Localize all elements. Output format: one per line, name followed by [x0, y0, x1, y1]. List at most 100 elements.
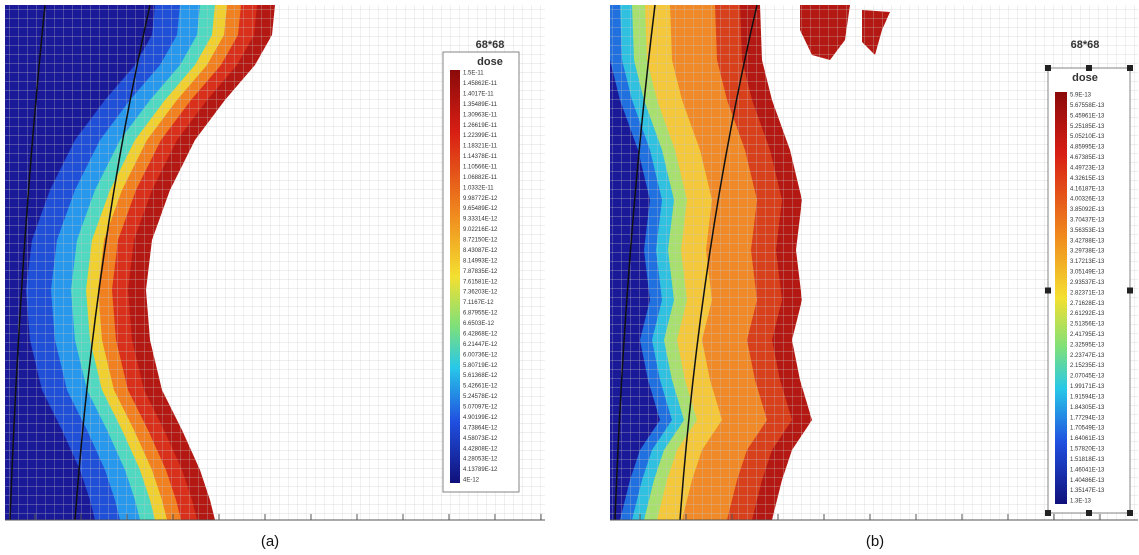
- legend-label: 3.17213E-13: [1070, 259, 1105, 265]
- legend-label: 1.77294E-13: [1070, 415, 1105, 421]
- legend-label: 5.07097E-12: [463, 405, 498, 411]
- legend-label: 5.25185E-13: [1070, 124, 1105, 130]
- grid-title: 68*68: [1071, 39, 1100, 51]
- legend-label: 5.05210E-13: [1070, 134, 1105, 140]
- color-bar: [1055, 92, 1067, 504]
- panel: 68*68 dose 5.9E-13 5.67558E-13 5.45961E-13 5.…: [610, 4, 1138, 550]
- legend-label: 1.64061E-13: [1070, 436, 1105, 442]
- legend-label: 3.29738E-13: [1070, 249, 1105, 255]
- selection-handle: [1045, 510, 1051, 516]
- legend-label: 1.46041E-13: [1070, 467, 1105, 473]
- legend-label: 4.90199E-12: [463, 415, 498, 421]
- legend-label: 5.61368E-12: [463, 373, 498, 379]
- legend-label: 3.56353E-13: [1070, 228, 1105, 234]
- legend-label: 6.6503E-12: [463, 321, 495, 327]
- legend-label: 2.41795E-13: [1070, 332, 1105, 338]
- legend-label: 1.70549E-13: [1070, 426, 1105, 432]
- legend-label: 9.65489E-12: [463, 206, 498, 212]
- panel-caption: (b): [866, 533, 884, 550]
- legend-label: 3.05149E-13: [1070, 270, 1105, 276]
- legend-label: 9.98772E-12: [463, 196, 498, 202]
- legend-label: 1.51818E-13: [1070, 457, 1105, 463]
- legend-label: 4.67385E-13: [1070, 155, 1105, 161]
- legend-label: 4.49723E-13: [1070, 165, 1105, 171]
- legend-label: 9.33314E-12: [463, 217, 498, 223]
- legend-label: 3.85092E-13: [1070, 207, 1105, 213]
- panel: 68*68 dose 1.5E-11 1.45862E-11 1.4017E-11 1.3…: [5, 4, 545, 550]
- legend-title: dose: [477, 56, 503, 68]
- legend-label: 4E-12: [463, 478, 480, 484]
- legend-label: 8.72150E-12: [463, 238, 498, 244]
- boundary-curve: [74, 4, 151, 521]
- boundary-curve: [9, 4, 46, 521]
- legend-label: 5.67558E-13: [1070, 103, 1105, 109]
- legend-label: 5.45961E-13: [1070, 113, 1105, 119]
- legend-label: 4.28053E-12: [463, 457, 498, 463]
- selection-handle: [1127, 287, 1133, 294]
- legend-label: 1.22399E-11: [463, 133, 498, 139]
- selection-handle: [1127, 65, 1133, 71]
- legend-label: 1.14378E-11: [463, 154, 498, 160]
- legend-label: 1.5E-11: [463, 71, 484, 77]
- legend-label: 3.42788E-13: [1070, 238, 1105, 244]
- legend-label: 1.0332E-11: [463, 185, 494, 191]
- legend-label: 7.36203E-12: [463, 290, 498, 296]
- legend-label: 4.85995E-13: [1070, 145, 1105, 151]
- legend-label: 1.91594E-13: [1070, 394, 1105, 400]
- legend-label: 1.06882E-11: [463, 175, 498, 181]
- legend-label: 1.26619E-11: [463, 123, 498, 129]
- legend-label: 5.42661E-12: [463, 384, 498, 390]
- selection-handle: [1045, 287, 1051, 294]
- boundary-curve: [614, 4, 656, 521]
- legend-label: 9.02216E-12: [463, 227, 498, 233]
- legend-label: 1.4017E-11: [463, 91, 494, 97]
- legend-label: 1.99171E-13: [1070, 384, 1105, 390]
- grid-title: 68*68: [476, 39, 505, 51]
- legend-label: 1.30963E-11: [463, 112, 498, 118]
- selection-handle: [1086, 510, 1092, 516]
- legend-label: 2.93537E-13: [1070, 280, 1105, 286]
- legend-label: 2.51356E-13: [1070, 322, 1105, 328]
- legend-label: 5.24578E-12: [463, 394, 498, 400]
- legend-label: 8.14993E-12: [463, 258, 498, 264]
- legend-label: 8.43087E-12: [463, 248, 498, 254]
- legend-label: 3.70437E-13: [1070, 218, 1105, 224]
- legend-label: 4.42808E-12: [463, 446, 498, 452]
- legend-label: 4.58073E-12: [463, 436, 498, 442]
- legend-label: 6.87955E-12: [463, 311, 498, 317]
- legend-label: 6.21447E-12: [463, 342, 498, 348]
- legend-label: 6.00736E-12: [463, 352, 498, 358]
- legend-label: 2.82371E-13: [1070, 290, 1105, 296]
- legend-label: 4.00326E-13: [1070, 197, 1105, 203]
- legend-label: 1.35147E-13: [1070, 488, 1105, 494]
- legend-label: 2.15235E-13: [1070, 363, 1105, 369]
- legend-label: 1.10566E-11: [463, 165, 498, 171]
- legend-label: 4.16187E-13: [1070, 186, 1105, 192]
- selection-handle: [1127, 510, 1133, 516]
- legend-label: 1.84305E-13: [1070, 405, 1105, 411]
- legend-label: 4.73864E-12: [463, 425, 498, 431]
- legend-title: dose: [1072, 72, 1098, 84]
- legend-label: 1.40486E-13: [1070, 478, 1105, 484]
- legend-label: 1.45862E-11: [463, 81, 498, 87]
- legend-label: 1.35489E-11: [463, 102, 498, 108]
- legend-label: 1.57820E-13: [1070, 447, 1105, 453]
- legend-label: 2.71628E-13: [1070, 301, 1105, 307]
- legend-label: 1.18321E-11: [463, 144, 498, 150]
- legend-label: 4.32615E-13: [1070, 176, 1105, 182]
- color-bar: [450, 70, 460, 483]
- legend-label: 2.61292E-13: [1070, 311, 1105, 317]
- legend-label: 4.13789E-12: [463, 467, 498, 473]
- legend-label: 7.87835E-12: [463, 269, 498, 275]
- legend-label: 6.42868E-12: [463, 331, 498, 337]
- legend-label: 2.23747E-13: [1070, 353, 1105, 359]
- legend-label: 7.61581E-12: [463, 279, 498, 285]
- legend-label: 7.1167E-12: [463, 300, 494, 306]
- panel-caption: (a): [261, 533, 279, 550]
- selection-handle: [1045, 65, 1051, 71]
- legend-label: 2.32595E-13: [1070, 342, 1105, 348]
- legend-label: 5.9E-13: [1070, 93, 1092, 99]
- legend-label: 5.80719E-12: [463, 363, 498, 369]
- boundary-curve: [679, 4, 758, 521]
